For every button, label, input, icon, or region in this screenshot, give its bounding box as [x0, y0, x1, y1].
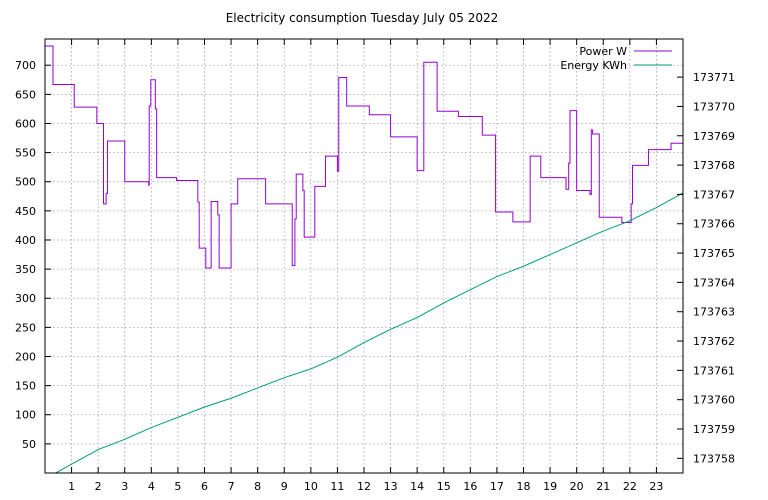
y-left-tick-label: 400 [15, 234, 36, 247]
y-right-tick-label: 173761 [693, 364, 735, 377]
x-tick-label: 16 [463, 480, 477, 493]
y-axis-left: 50 100 150 200 250 300 350 400 450 500 550 600 650 70… [15, 59, 51, 451]
y-left-tick-label: 500 [15, 176, 36, 189]
y-left-tick-label: 600 [15, 117, 36, 130]
series-layer [45, 45, 684, 474]
x-tick-label: 19 [543, 480, 557, 493]
legend: Power W Energy KWh [560, 45, 672, 72]
y-left-tick-label: 150 [15, 380, 36, 393]
x-tick-label: 12 [357, 480, 371, 493]
y-right-tick-label: 173765 [693, 247, 735, 260]
x-tick-label: 3 [121, 480, 128, 493]
x-axis: 1 2 3 4 5 6 7 8 9 10 11 12 13 14 15 16 17 18 19 20 21 22 23 [68, 39, 663, 493]
x-tick-label: 22 [623, 480, 637, 493]
y-right-tick-label: 173766 [693, 218, 735, 231]
y-right-tick-label: 173767 [693, 188, 735, 201]
x-tick-label: 14 [410, 480, 424, 493]
series-line-power-w [45, 45, 683, 269]
x-tick-label: 13 [384, 480, 398, 493]
x-tick-label: 20 [570, 480, 584, 493]
x-tick-label: 15 [437, 480, 451, 493]
x-tick-label: 21 [596, 480, 610, 493]
x-tick-label: 23 [649, 480, 663, 493]
y-left-tick-label: 200 [15, 350, 36, 363]
x-tick-label: 4 [148, 480, 155, 493]
y-left-tick-label: 450 [15, 205, 36, 218]
x-tick-label: 6 [201, 480, 208, 493]
y-left-tick-label: 650 [15, 88, 36, 101]
series-line-energy-kwh [55, 192, 684, 474]
legend-label-power: Power W [579, 45, 627, 58]
y-left-tick-label: 350 [15, 263, 36, 276]
y-left-tick-label: 250 [15, 321, 36, 334]
y-right-tick-label: 173759 [693, 423, 735, 436]
x-tick-label: 5 [174, 480, 181, 493]
y-right-tick-label: 173764 [693, 276, 735, 289]
y-right-tick-label: 173762 [693, 335, 735, 348]
y-right-tick-label: 173763 [693, 306, 735, 319]
x-tick-label: 9 [281, 480, 288, 493]
y-right-tick-label: 173769 [693, 130, 735, 143]
chart-title: Electricity consumption Tuesday July 05 … [226, 11, 499, 25]
y-left-tick-label: 300 [15, 292, 36, 305]
y-left-tick-label: 100 [15, 409, 36, 422]
legend-label-energy: Energy KWh [560, 59, 627, 72]
x-tick-label: 7 [228, 480, 235, 493]
x-tick-label: 17 [490, 480, 504, 493]
x-tick-label: 18 [517, 480, 531, 493]
y-left-tick-label: 550 [15, 147, 36, 160]
y-right-tick-label: 173770 [693, 100, 735, 113]
x-tick-label: 10 [304, 480, 318, 493]
y-axis-right: 173758 173759 173760 173761 173762 173763 1737… [677, 71, 735, 465]
y-right-tick-label: 173760 [693, 394, 735, 407]
x-tick-label: 2 [95, 480, 102, 493]
x-tick-label: 1 [68, 480, 75, 493]
y-right-tick-label: 173758 [693, 452, 735, 465]
x-tick-label: 8 [254, 480, 261, 493]
y-left-tick-label: 700 [15, 59, 36, 72]
x-tick-label: 11 [330, 480, 344, 493]
y-right-tick-label: 173771 [693, 71, 735, 84]
y-left-tick-label: 50 [22, 438, 36, 451]
y-right-tick-label: 173768 [693, 159, 735, 172]
